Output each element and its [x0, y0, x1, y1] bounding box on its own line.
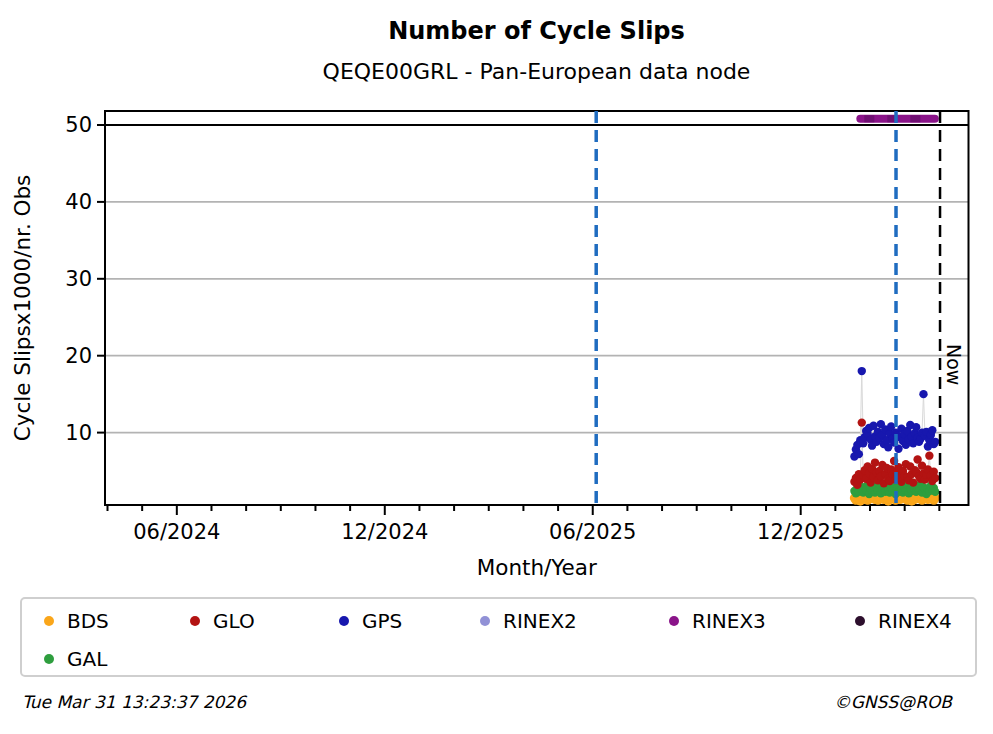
bds-marker-icon — [44, 616, 54, 626]
legend-label: RINEX2 — [503, 609, 577, 633]
scatter-plot: 06/2024 12/2024 06/2025 12/2025 10 20 30 40 50 Mo… — [0, 0, 993, 595]
y-tick-label: 20 — [65, 344, 92, 368]
y-tick-label: 40 — [65, 190, 92, 214]
x-axis-label: Month/Year — [477, 555, 597, 580]
legend-item-rinex2: RINEX2 — [480, 609, 577, 633]
data-point-gps — [928, 426, 936, 434]
data-point-gps — [919, 390, 927, 398]
footer-timestamp: Tue Mar 31 13:23:37 2026 — [22, 692, 246, 712]
data-point-gps — [855, 450, 863, 458]
data-point-gal — [931, 488, 939, 496]
plot-frame — [105, 111, 969, 505]
legend-label: GLO — [213, 609, 255, 633]
y-axis-label: Cycle Slipsx1000/nr. Obs — [10, 175, 35, 442]
chart-legend: BDS GLO GPS RINEX2 RINEX3 RINEX4 GAL — [20, 597, 977, 677]
y-tick-label: 10 — [65, 421, 92, 445]
legend-label: GAL — [67, 647, 107, 671]
data-point-glo — [871, 458, 879, 466]
y-tick-label: 50 — [65, 113, 92, 137]
data-point-gps — [931, 438, 939, 446]
y-tick-label: 30 — [65, 267, 92, 291]
data-point-glo — [925, 451, 933, 459]
legend-item-gal: GAL — [44, 647, 107, 671]
rinex4-marker-icon — [855, 616, 865, 626]
x-tick-label: 12/2025 — [757, 520, 844, 544]
legend-item-glo: GLO — [190, 609, 255, 633]
x-tick-label: 12/2024 — [341, 520, 428, 544]
cycle-slips-chart-page: Number of Cycle Slips QEQE00GRL - Pan-Eu… — [0, 0, 993, 734]
rinex3-marker-icon — [669, 616, 679, 626]
legend-label: RINEX4 — [878, 609, 952, 633]
legend-item-gps: GPS — [339, 609, 402, 633]
footer-credit: ©GNSS@ROB — [834, 692, 952, 712]
rinex2-marker-icon — [480, 616, 490, 626]
x-tick-label: 06/2024 — [133, 520, 220, 544]
legend-item-rinex4: RINEX4 — [855, 609, 952, 633]
gal-marker-icon — [44, 654, 54, 664]
legend-item-rinex3: RINEX3 — [669, 609, 766, 633]
gps-marker-icon — [339, 616, 349, 626]
data-point-glo — [858, 418, 866, 426]
legend-label: RINEX3 — [692, 609, 766, 633]
data-point-glo — [909, 478, 917, 486]
x-tick-label: 06/2025 — [549, 520, 636, 544]
legend-label: BDS — [67, 609, 109, 633]
glo-marker-icon — [190, 616, 200, 626]
data-point-gps — [858, 367, 866, 375]
legend-label: GPS — [362, 609, 402, 633]
legend-item-bds: BDS — [44, 609, 109, 633]
now-label: Now — [943, 344, 965, 385]
data-point-glo — [931, 474, 939, 482]
